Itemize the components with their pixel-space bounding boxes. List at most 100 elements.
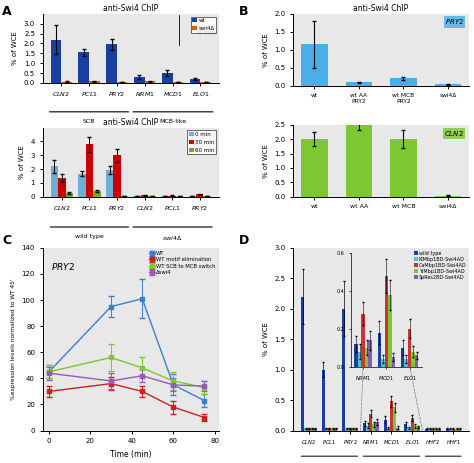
Bar: [61, 82, 72, 83]
Bar: [425, 429, 428, 431]
Bar: [393, 407, 396, 431]
Bar: [89, 81, 100, 83]
Bar: [396, 427, 399, 431]
Bar: [51, 39, 61, 83]
Bar: [78, 174, 86, 197]
Text: $\it{PRY2}$: $\it{PRY2}$: [52, 261, 75, 272]
Bar: [328, 428, 331, 431]
Bar: [355, 428, 358, 431]
Text: $swi4\Delta$: $swi4\Delta$: [162, 234, 182, 242]
Bar: [86, 144, 93, 197]
Bar: [348, 428, 352, 431]
Bar: [196, 194, 203, 197]
Legend: wt, swi4Δ: wt, swi4Δ: [191, 17, 216, 33]
Bar: [201, 82, 211, 83]
Bar: [449, 429, 452, 431]
Bar: [203, 196, 211, 197]
Bar: [134, 77, 145, 83]
Bar: [417, 427, 420, 431]
Bar: [435, 195, 461, 197]
Bar: [455, 429, 458, 431]
Title: anti-Swi4 ChIP: anti-Swi4 ChIP: [354, 4, 409, 13]
Bar: [366, 425, 369, 431]
Bar: [189, 196, 196, 197]
Bar: [390, 78, 417, 86]
Bar: [331, 428, 334, 431]
Bar: [369, 413, 373, 431]
Bar: [438, 429, 440, 431]
Bar: [431, 429, 434, 431]
Y-axis label: % of WCE: % of WCE: [19, 145, 25, 179]
Bar: [458, 429, 461, 431]
Bar: [373, 425, 375, 431]
Bar: [446, 429, 449, 431]
Bar: [414, 425, 417, 431]
Bar: [106, 170, 113, 197]
Legend: 0 min, 30 min, 60 min: 0 min, 30 min, 60 min: [188, 131, 216, 154]
Bar: [117, 82, 128, 83]
Bar: [434, 429, 438, 431]
Bar: [93, 191, 100, 197]
Bar: [375, 422, 379, 431]
Text: C: C: [2, 234, 11, 247]
Bar: [313, 428, 317, 431]
Bar: [325, 428, 328, 431]
Bar: [346, 82, 372, 86]
Bar: [79, 52, 89, 83]
Text: $\it{PRY2}$: $\it{PRY2}$: [445, 18, 464, 26]
Bar: [408, 428, 410, 431]
Bar: [113, 155, 121, 197]
Bar: [428, 429, 431, 431]
Bar: [307, 428, 310, 431]
Bar: [65, 193, 73, 197]
Bar: [141, 195, 148, 197]
Bar: [384, 419, 387, 431]
Bar: [190, 79, 201, 83]
Bar: [301, 297, 304, 431]
Text: $\it{CLN2}$: $\it{CLN2}$: [444, 129, 464, 138]
Text: wild type: wild type: [75, 234, 104, 239]
Bar: [404, 425, 408, 431]
Bar: [363, 423, 366, 431]
Text: SCB: SCB: [83, 119, 95, 124]
Bar: [301, 44, 328, 86]
Bar: [161, 196, 168, 197]
Bar: [352, 428, 355, 431]
Bar: [173, 82, 183, 83]
Bar: [145, 81, 155, 83]
Title: anti-Swi4 ChIP: anti-Swi4 ChIP: [103, 4, 158, 13]
Y-axis label: % of WCE: % of WCE: [12, 31, 18, 65]
Bar: [121, 196, 128, 197]
Bar: [310, 428, 313, 431]
Text: A: A: [2, 5, 12, 18]
Text: 0 min: 0 min: [198, 30, 215, 35]
Bar: [410, 419, 414, 431]
Bar: [342, 309, 346, 431]
Y-axis label: % of WCE: % of WCE: [263, 322, 269, 356]
Bar: [168, 195, 176, 197]
Bar: [334, 428, 337, 431]
Text: B: B: [239, 5, 249, 18]
Bar: [387, 428, 390, 431]
Bar: [133, 196, 141, 197]
Y-axis label: % of WCE: % of WCE: [263, 144, 269, 178]
Bar: [346, 428, 348, 431]
Legend: WT, WT motif elimination, WT SCB to MCB switch, Δswi4: WT, WT motif elimination, WT SCB to MCB …: [148, 250, 216, 275]
Bar: [304, 428, 307, 431]
Bar: [346, 125, 372, 197]
Title: anti-Swi4 ChIP: anti-Swi4 ChIP: [103, 118, 158, 127]
Bar: [148, 196, 156, 197]
Y-axis label: %expression levels normalized to WT 45': %expression levels normalized to WT 45': [11, 278, 16, 400]
Bar: [452, 429, 455, 431]
Text: D: D: [239, 234, 250, 247]
Text: MCB-like: MCB-like: [159, 119, 186, 124]
Legend: wild type, KlMbp1BD-Swi4AD, CaMbp1BD-Swi4AD, YlMbp1BD-Swi4AD, SpRes2BD-Swi4AD: wild type, KlMbp1BD-Swi4AD, CaMbp1BD-Swi…: [413, 250, 467, 280]
Bar: [322, 369, 325, 431]
Bar: [106, 44, 117, 83]
Bar: [390, 139, 417, 197]
Bar: [58, 178, 65, 197]
Bar: [301, 139, 328, 197]
Bar: [390, 401, 393, 431]
Bar: [162, 73, 173, 83]
X-axis label: Time (min): Time (min): [110, 450, 152, 459]
